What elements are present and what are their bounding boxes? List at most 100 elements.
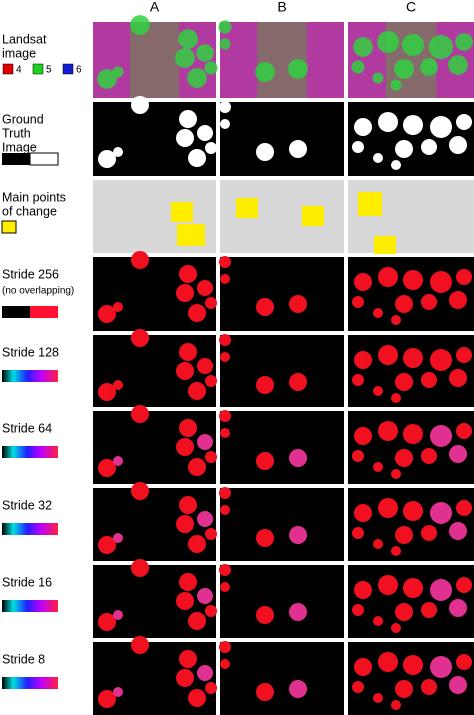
field: [352, 681, 364, 693]
legend-bar: [2, 523, 58, 535]
field: [98, 383, 116, 401]
panel: [348, 180, 474, 254]
mask-bg: [220, 488, 344, 561]
field: [395, 373, 413, 391]
field: [403, 655, 423, 675]
field: [179, 650, 197, 668]
field: [112, 66, 124, 78]
panel: [219, 256, 344, 331]
field: [354, 273, 372, 291]
field: [113, 380, 123, 390]
field: [130, 15, 150, 35]
legend-bar: [2, 446, 58, 458]
legend-label: 4: [16, 65, 22, 76]
field: [131, 251, 149, 269]
field: [373, 153, 383, 163]
field: [205, 682, 217, 694]
field: [197, 125, 213, 141]
field: [220, 274, 230, 284]
field: [403, 115, 423, 135]
panel: [348, 642, 474, 715]
field: [176, 669, 194, 687]
field: [256, 376, 274, 394]
field: [219, 334, 231, 346]
field: [421, 679, 437, 695]
field: [449, 136, 467, 154]
panel: [348, 257, 474, 331]
field: [354, 351, 372, 369]
field: [179, 419, 197, 437]
field: [395, 140, 413, 158]
field: [131, 559, 149, 577]
field: [179, 573, 197, 591]
row-label: Stride 128: [2, 345, 59, 359]
field: [353, 37, 373, 57]
field: [219, 38, 231, 50]
field: [456, 423, 472, 439]
field: [197, 511, 213, 527]
change-point: [374, 236, 396, 254]
field: [220, 352, 230, 362]
panel: [348, 411, 474, 484]
panel: [93, 482, 217, 561]
field: [289, 373, 307, 391]
field: [218, 20, 232, 34]
legend-bar: [2, 370, 58, 382]
field: [98, 150, 116, 168]
field: [205, 605, 217, 617]
panel: [219, 487, 344, 561]
row-label: Image: [2, 140, 37, 154]
field: [179, 496, 197, 514]
field: [220, 582, 230, 592]
panel: [348, 335, 474, 407]
field: [98, 690, 116, 708]
field: [395, 295, 413, 313]
field: [391, 700, 401, 710]
field: [455, 33, 473, 51]
field: [289, 449, 307, 467]
field: [197, 434, 213, 450]
panel: [93, 180, 216, 253]
legend-label: 5: [46, 65, 52, 76]
panel: [348, 565, 474, 638]
legend-bar: [2, 600, 58, 612]
field: [352, 527, 364, 539]
field: [176, 438, 194, 456]
field: [188, 535, 206, 553]
column-header: C: [406, 0, 416, 15]
column-header: A: [150, 0, 160, 15]
field: [403, 501, 423, 521]
field: [113, 147, 123, 157]
field: [113, 610, 123, 620]
field: [219, 641, 231, 653]
field: [113, 302, 123, 312]
field: [430, 271, 452, 293]
field: [421, 602, 437, 618]
field: [179, 110, 197, 128]
field: [373, 616, 383, 626]
field: [188, 304, 206, 322]
panel: [348, 22, 474, 98]
field: [378, 112, 398, 132]
field: [378, 652, 398, 672]
field: [256, 606, 274, 624]
field: [219, 564, 231, 576]
panel: [219, 410, 344, 484]
field: [378, 421, 398, 441]
field: [430, 349, 452, 371]
panel: [93, 15, 218, 98]
field: [421, 525, 437, 541]
field: [390, 79, 402, 91]
field: [403, 424, 423, 444]
field: [428, 34, 454, 60]
field: [98, 305, 116, 323]
field: [449, 445, 467, 463]
field: [403, 270, 423, 290]
field: [179, 265, 197, 283]
field: [176, 284, 194, 302]
field: [394, 59, 414, 79]
legend-swatch: [1, 220, 17, 234]
field: [449, 676, 467, 694]
field: [378, 575, 398, 595]
